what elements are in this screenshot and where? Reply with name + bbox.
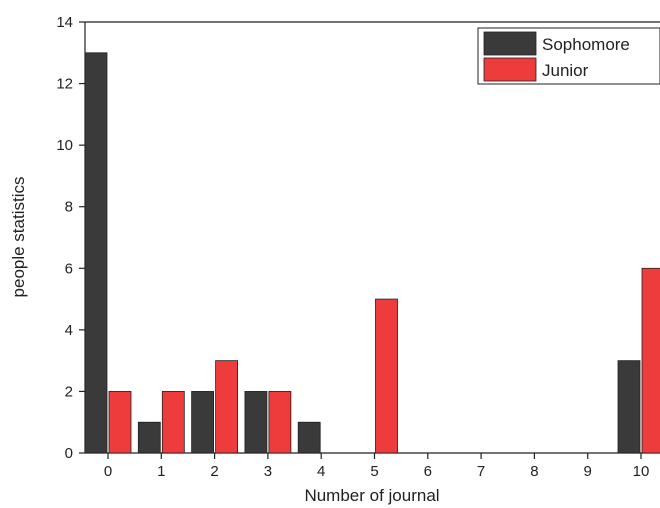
y-tick-label: 2 [65, 383, 73, 400]
x-tick-label: 6 [424, 463, 432, 480]
y-axis-label: people statistics [9, 177, 28, 298]
plot-frame [84, 21, 660, 454]
y-tick-label: 4 [65, 322, 73, 339]
x-tick-label: 2 [210, 463, 218, 480]
legend-label-sophomore: Sophomore [542, 35, 630, 54]
bar-junior-2 [215, 360, 239, 454]
bar-sophomore-0 [84, 52, 108, 454]
legend-label-junior: Junior [542, 61, 589, 80]
legend-swatch-sophomore [483, 31, 537, 56]
bar-junior-1 [161, 391, 185, 454]
x-tick-label: 9 [584, 463, 592, 480]
bar-sophomore-1 [137, 421, 161, 454]
bar-sophomore-3 [244, 391, 268, 454]
y-axis-ticks: 0 2 4 6 8 10 12 14 [56, 14, 85, 462]
bar-junior-10 [641, 267, 660, 454]
x-axis-label: Number of journal [304, 486, 439, 505]
bar-sophomore-4 [297, 421, 321, 454]
bar-sophomore-10 [617, 360, 641, 454]
x-tick-label: 7 [477, 463, 485, 480]
bars [84, 52, 660, 454]
bar-junior-3 [268, 391, 292, 454]
x-tick-label: 10 [633, 463, 650, 480]
y-tick-label: 8 [65, 199, 73, 216]
legend: Sophomore Junior [477, 27, 660, 85]
x-tick-label: 4 [317, 463, 325, 480]
bar-junior-0 [108, 391, 132, 454]
x-tick-label: 8 [530, 463, 538, 480]
y-tick-label: 12 [56, 76, 73, 93]
x-axis-ticks: 0 1 2 3 4 5 6 7 8 9 10 [104, 453, 650, 480]
y-tick-label: 0 [65, 445, 73, 462]
y-tick-label: 14 [56, 14, 73, 31]
x-tick-label: 0 [104, 463, 112, 480]
x-tick-label: 3 [264, 463, 272, 480]
y-tick-label: 6 [65, 260, 73, 277]
bar-junior-5 [375, 298, 398, 454]
y-tick-label: 10 [56, 137, 73, 154]
legend-swatch-junior [483, 57, 537, 82]
x-tick-label: 5 [370, 463, 378, 480]
x-tick-label: 1 [157, 463, 165, 480]
bar-sophomore-2 [191, 391, 215, 454]
